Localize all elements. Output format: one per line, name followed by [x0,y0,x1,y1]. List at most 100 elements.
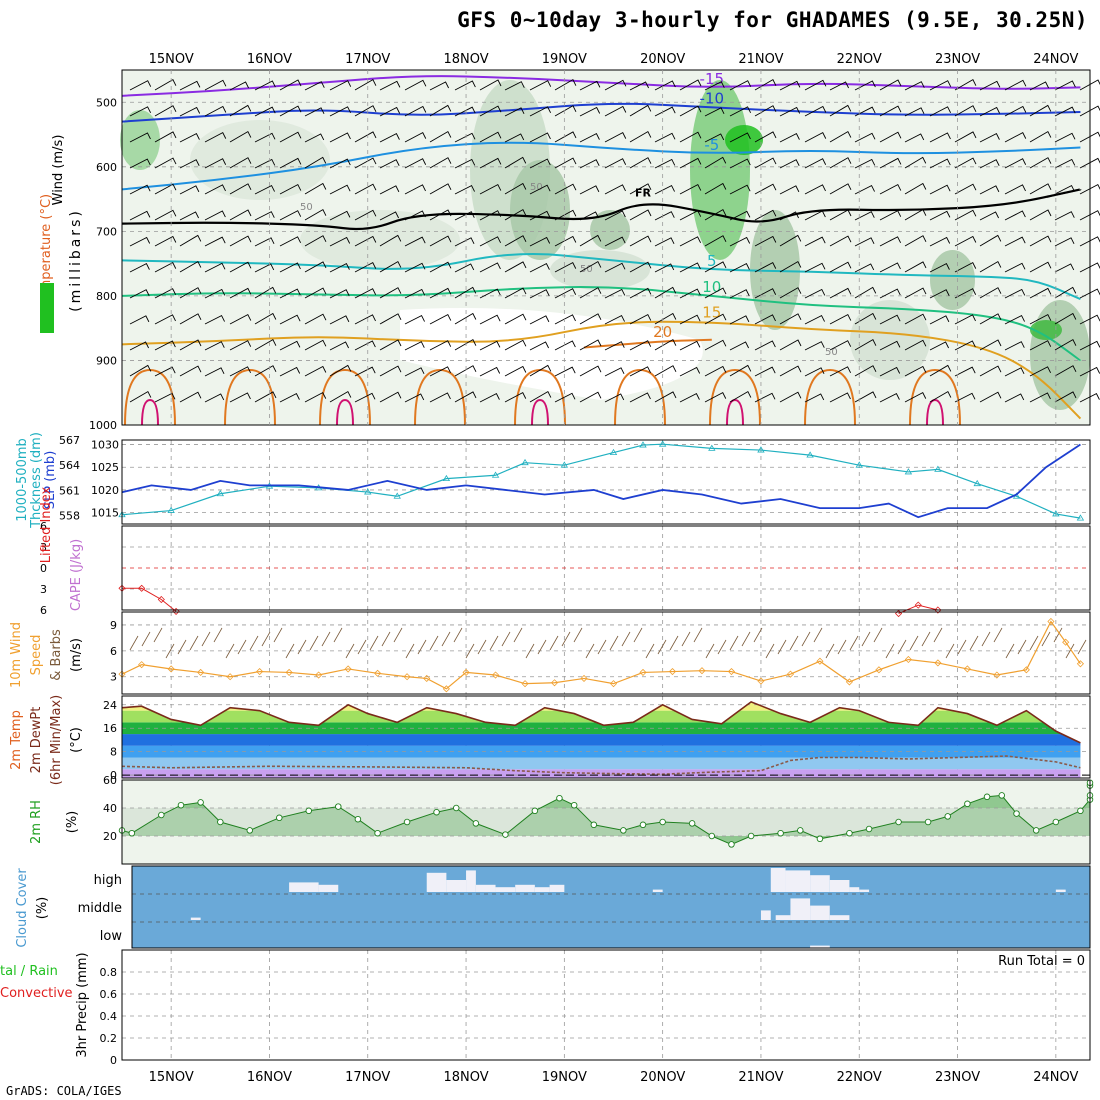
wind-barb-10m [453,627,463,643]
wind-tick-label: 3 [110,671,117,684]
wind-barb [129,263,150,273]
wind-barb-10m [813,627,823,643]
isotherm-label: -10 [700,89,725,107]
wind-barb [879,157,902,169]
wind-barb [554,79,577,91]
wind-barb [1004,184,1026,195]
wind-barb [354,209,377,221]
cloud-cover-block [859,889,870,892]
wind-barb [154,392,176,403]
wind-barb [404,105,427,117]
wind-barb [729,289,750,299]
isotherm-20-arc [909,368,961,426]
wind-barb [354,262,377,273]
wind-barb-10m [837,639,847,655]
wind-barb [779,391,802,403]
wind-barb [879,236,902,247]
lifted-index-marker [138,584,146,592]
ylabel-thickness-dm: Thckness (dm) [29,432,44,529]
wind-barb [279,236,302,247]
wind-speed-marker [374,669,382,677]
rh-shade-blob [690,80,750,260]
wind-barb-10m [381,631,391,647]
wind-barb-10m [753,627,763,643]
rh-marker [924,818,932,826]
wind-barb [279,131,302,143]
wind-barb [854,106,876,117]
thickness-marker [521,458,529,466]
wind-barb [854,211,875,221]
rh-marker [944,813,951,820]
wind-speed-marker [698,667,706,675]
rh-marker [354,815,362,823]
wind-barb [354,105,377,117]
wind-barb [204,105,227,117]
wind-barb [354,235,377,247]
wind-barb [329,106,352,117]
rh-marker [659,818,666,826]
wind-barb [604,288,626,299]
wind-barb [1029,104,1052,117]
wind-barb [154,105,177,117]
ylabel-rh-pct: (%) [65,811,80,834]
rh-shade-blob [300,210,460,270]
wind-barb [529,106,552,117]
thickness-marker [442,474,451,482]
wind-barb [304,339,327,351]
wind-barb [279,288,301,299]
wind-barb [529,263,550,273]
wind-barb [129,106,152,117]
rh-band [122,808,1090,836]
wind-barb [954,314,976,325]
wind-barb [579,260,602,273]
wind-barb [604,341,625,351]
wind-barb-10m [789,635,799,651]
isotherm-20-arc [319,368,371,426]
cloud-cover-block [318,884,339,892]
thickness-line [121,443,1081,519]
wind-barb [704,156,727,169]
wind-barb [679,340,701,351]
cloud-cover-block [426,872,447,892]
wind-barb [254,106,276,117]
wind-barb [729,158,751,169]
wind-barb [554,183,577,195]
wind-barb [1054,365,1077,377]
rh-marker [556,794,563,802]
wind-barb-10m [717,639,727,655]
wind-barb [554,209,577,221]
day-label-bottom: 23NOV [935,1070,980,1085]
li-tick-label: 3 [40,583,47,596]
wind-barb [579,339,602,351]
ylabel-lifted-index: Lifted Index [39,486,54,563]
wind-barb [954,340,976,351]
cloud-cover-block [495,887,516,892]
wind-barb [879,288,901,299]
wind-barb [704,392,727,403]
rh-marker [502,831,509,838]
wind-barb [279,210,302,221]
wind-barb [679,288,701,299]
wind-barb [179,365,202,377]
wind-speed-marker [167,665,175,673]
isotherm-25-arc [726,398,744,426]
wind-barb [404,210,426,221]
wind-barb [504,133,525,143]
wind-barb [854,312,877,325]
wind-barb [1029,340,1052,351]
day-label-top: 22NOV [837,52,882,67]
wind-barb [429,183,452,195]
wind-speed-marker [668,667,677,676]
cloud-cover-block [785,870,811,892]
day-label-top: 24NOV [1033,52,1078,67]
rh-legend-swatch [40,283,54,333]
wind-barb [504,209,527,221]
thickness-marker [934,465,942,472]
wind-barb [904,313,927,325]
ylabel-millibars: (millibars) [68,208,84,312]
wind-barb-10m [921,631,931,647]
cloud-cover-block [534,887,550,892]
wind-barb [929,210,951,221]
wind-barb-10m [669,635,679,651]
isotherm-25-arc [141,398,159,426]
